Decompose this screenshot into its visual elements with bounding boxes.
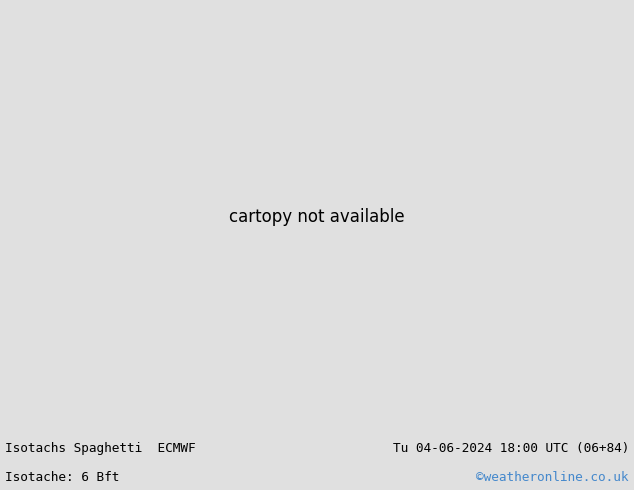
Text: Tu 04-06-2024 18:00 UTC (06+84): Tu 04-06-2024 18:00 UTC (06+84) xyxy=(392,441,629,455)
Text: cartopy not available: cartopy not available xyxy=(229,208,405,226)
Text: Isotache: 6 Bft: Isotache: 6 Bft xyxy=(5,471,119,484)
Text: Isotachs Spaghetti  ECMWF: Isotachs Spaghetti ECMWF xyxy=(5,441,196,455)
Text: ©weatheronline.co.uk: ©weatheronline.co.uk xyxy=(476,471,629,484)
